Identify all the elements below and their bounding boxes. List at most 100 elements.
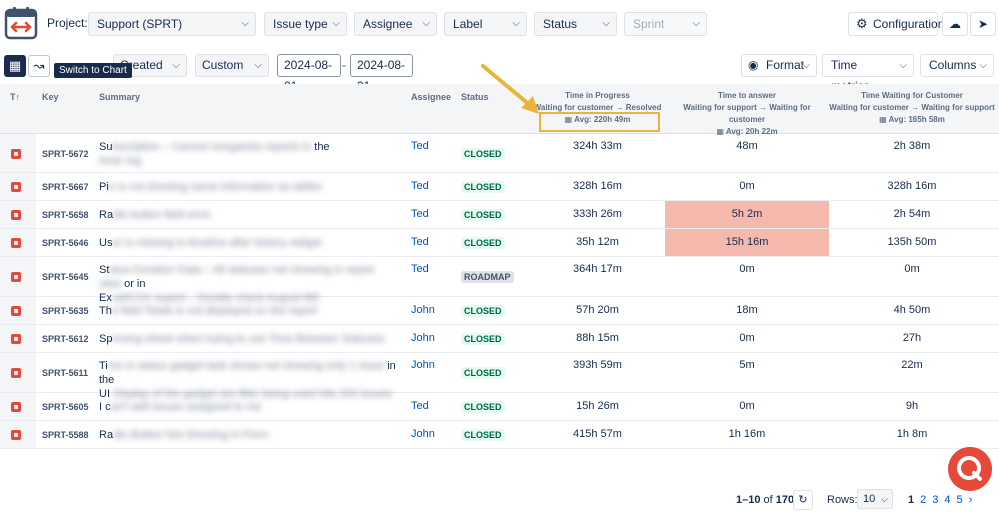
issue-key[interactable]: SPRT-5635 bbox=[42, 306, 89, 316]
page-link[interactable]: 2 bbox=[920, 494, 927, 506]
header-time-waiting-for-customer[interactable]: Time Waiting for Customer Waiting for cu… bbox=[829, 90, 995, 126]
status-badge: CLOSED bbox=[461, 367, 505, 379]
table-row[interactable]: SPRT-5605 I can't add issues assigned to … bbox=[0, 393, 999, 421]
issue-key[interactable]: SPRT-5611 bbox=[42, 368, 89, 378]
page-link[interactable]: 4 bbox=[944, 494, 951, 506]
summary-redacted: dio Button Not Showing in Form bbox=[113, 429, 269, 441]
issue-summary[interactable]: User is missing in timeline after histor… bbox=[99, 236, 399, 250]
metric-transition: Waiting for customer → Resolved bbox=[533, 103, 662, 112]
issue-summary[interactable]: Spinning wheel when trying to use Time B… bbox=[99, 332, 399, 346]
assignee-select[interactable]: Assignee ⌵ bbox=[354, 12, 437, 36]
issue-key[interactable]: SPRT-5605 bbox=[42, 402, 89, 412]
chevron-down-icon: ⌵ bbox=[692, 18, 700, 29]
chart-line-icon: ↝ bbox=[33, 58, 45, 73]
issue-key[interactable]: SPRT-5612 bbox=[42, 334, 89, 344]
format-button[interactable]: ◉ Format ⌵ bbox=[741, 54, 817, 77]
sort-icon[interactable]: T↑ bbox=[10, 92, 20, 102]
issue-summary[interactable]: Radio Button Not Showing in Form bbox=[99, 428, 399, 442]
metric-average-value: Avg: 220h 49m bbox=[574, 115, 631, 124]
header-time-to-answer[interactable]: Time to answer Waiting for support → Wai… bbox=[665, 90, 829, 138]
help-chat-icon[interactable] bbox=[948, 447, 992, 491]
header-time-in-progress[interactable]: Time in Progress Waiting for customer → … bbox=[530, 90, 665, 126]
issue-key[interactable]: SPRT-5646 bbox=[42, 238, 89, 248]
range-select[interactable]: Custom ⌵ bbox=[195, 54, 269, 77]
metric-cell: 18m bbox=[736, 304, 758, 316]
project-select[interactable]: Support (SPRT) ⌵ bbox=[88, 12, 256, 36]
assignee-link[interactable]: John bbox=[411, 428, 435, 440]
page-link[interactable]: 3 bbox=[932, 494, 939, 506]
issue-summary[interactable]: Status Duration Data – All statuses not … bbox=[99, 263, 399, 305]
metric-title: Time to answer bbox=[717, 91, 777, 100]
issue-summary[interactable]: Pie is not showing same information as t… bbox=[99, 180, 399, 194]
page-link[interactable]: 5 bbox=[956, 494, 963, 506]
metric-average-value: Avg: 165h 58m bbox=[888, 115, 945, 124]
issue-type-select[interactable]: Issue type ⌵ bbox=[264, 12, 347, 36]
issue-key[interactable]: SPRT-5667 bbox=[42, 182, 89, 192]
page-link[interactable]: 1 bbox=[908, 494, 915, 506]
chevron-down-icon: ⌵ bbox=[979, 60, 987, 71]
table-row[interactable]: SPRT-5611 Time in status gadget task show… bbox=[0, 353, 999, 400]
summary-redacted: bscription – Cannot reorganise reports i… bbox=[112, 141, 312, 153]
time-metrics-button[interactable]: Time metrics⌵ bbox=[822, 54, 914, 93]
metric-cell: 0m bbox=[739, 263, 755, 275]
issue-summary[interactable]: I can't add issues assigned to me bbox=[99, 400, 399, 414]
grid-view-button[interactable]: ▦ bbox=[4, 55, 26, 77]
metric-average: ▦ Avg: 20h 22m bbox=[665, 126, 829, 138]
chart-view-button[interactable]: ↝ bbox=[28, 55, 50, 77]
table-row[interactable]: SPRT-5672 Subscription – Cannot reorganis… bbox=[0, 134, 999, 173]
label-select[interactable]: Label ⌵ bbox=[444, 12, 527, 36]
refresh-button[interactable]: ↻ bbox=[793, 490, 813, 510]
table-row[interactable]: SPRT-5645 Status Duration Data – All stat… bbox=[0, 257, 999, 304]
header-summary[interactable]: Summary bbox=[99, 92, 141, 102]
table-row[interactable]: SPRT-5658 Radio button field error Ted CLOS… bbox=[0, 201, 999, 229]
issue-key[interactable]: SPRT-5645 bbox=[42, 272, 89, 282]
assignee-link[interactable]: Ted bbox=[411, 263, 429, 275]
table-row[interactable]: SPRT-5588 Radio Button Not Showing in For… bbox=[0, 421, 999, 449]
table-row[interactable]: SPRT-5612 Spinning wheel when trying to u… bbox=[0, 325, 999, 353]
assignee-link[interactable]: Ted bbox=[411, 140, 429, 152]
export-button[interactable]: ☁ bbox=[942, 12, 968, 36]
header-status[interactable]: Status bbox=[461, 92, 489, 102]
summary-text: Ra bbox=[99, 429, 114, 441]
status-select[interactable]: Status ⌵ bbox=[534, 12, 617, 36]
header-assignee[interactable]: Assignee bbox=[411, 92, 452, 102]
pagination-info: 1–10 of 170 bbox=[736, 494, 794, 506]
date-from-input[interactable]: 2024-08-01 bbox=[277, 54, 341, 93]
table-row[interactable]: SPRT-5646 User is missing in timeline aft… bbox=[0, 229, 999, 257]
sprint-select[interactable]: Sprint ⌵ bbox=[624, 12, 707, 36]
issue-key[interactable]: SPRT-5588 bbox=[42, 430, 89, 440]
assignee-link[interactable]: Ted bbox=[411, 180, 429, 192]
rows-per-page-value: 10 bbox=[863, 493, 876, 505]
assignee-link[interactable]: John bbox=[411, 304, 435, 316]
metric-cell: 0m bbox=[739, 180, 755, 192]
issue-key[interactable]: SPRT-5658 bbox=[42, 210, 89, 220]
issue-summary[interactable]: Radio button field error bbox=[99, 208, 399, 222]
issue-summary[interactable]: The field Totals is not displayed on the… bbox=[99, 304, 399, 318]
metric-cell: 0m bbox=[904, 263, 920, 275]
metric-transition: Waiting for customer → Waiting for suppo… bbox=[829, 103, 995, 112]
assignee-link[interactable]: Ted bbox=[411, 400, 429, 412]
metric-cell: 9h bbox=[905, 400, 919, 412]
share-button[interactable]: ➤ bbox=[970, 12, 996, 36]
table-row[interactable]: SPRT-5635 The field Totals is not display… bbox=[0, 297, 999, 325]
rows-per-page-select[interactable]: 10 ⌵ bbox=[857, 489, 893, 509]
status-badge: ROADMAP bbox=[461, 271, 514, 283]
assignee-value: Assignee bbox=[363, 17, 413, 31]
issue-key[interactable]: SPRT-5672 bbox=[42, 149, 89, 159]
assignee-link[interactable]: Ted bbox=[411, 208, 429, 220]
metric-transition: Waiting for support → Waiting for custom… bbox=[683, 103, 811, 124]
assignee-link[interactable]: John bbox=[411, 332, 435, 344]
assignee-link[interactable]: Ted bbox=[411, 236, 429, 248]
metric-cell: 135h 50m bbox=[887, 236, 937, 248]
configuration-button[interactable]: ⚙ Configuration bbox=[848, 12, 944, 36]
columns-button[interactable]: Columns ⌵ bbox=[920, 54, 994, 77]
issue-summary[interactable]: Time in status gadget task shows not sho… bbox=[99, 359, 399, 401]
pagination-range: 1–10 bbox=[736, 494, 761, 506]
header-key[interactable]: Key bbox=[42, 92, 59, 102]
next-page-link[interactable]: › bbox=[968, 494, 973, 506]
issue-summary[interactable]: Subscription – Cannot reorganise reports… bbox=[99, 140, 399, 168]
date-to-input[interactable]: 2024-08-31 bbox=[350, 54, 413, 93]
table-row[interactable]: SPRT-5667 Pie is not showing same informa… bbox=[0, 173, 999, 201]
assignee-link[interactable]: John bbox=[411, 359, 435, 371]
metric-cell: 1h 8m bbox=[896, 428, 928, 440]
